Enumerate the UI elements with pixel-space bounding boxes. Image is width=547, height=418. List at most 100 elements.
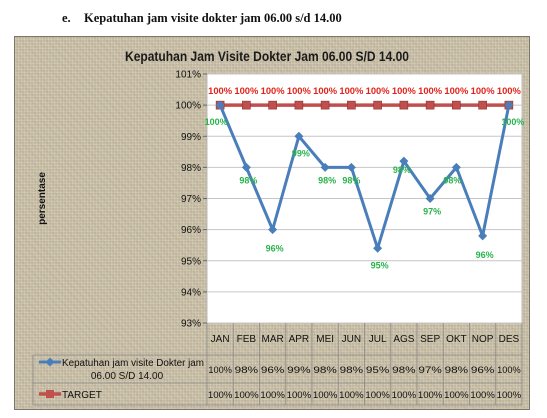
kepatuhan-data-label: 98%: [239, 175, 257, 185]
legend-key-marker-kepatuhan: [45, 357, 55, 367]
legend-label-target: TARGET: [62, 390, 102, 401]
x-category-label: SEP: [420, 334, 440, 345]
target-data-label: 100%: [471, 86, 495, 96]
kepatuhan-marker: [215, 100, 225, 110]
plot-area: 93% 94% 95% 96% 97% 98% 99% 100% 101% persentase 1…: [37, 70, 524, 330]
table-value-kepatuhan: 98%: [235, 365, 259, 376]
table-value-target: 100%: [418, 390, 443, 401]
target-marker: [242, 100, 251, 110]
table-value-target: 100%: [260, 390, 285, 401]
target-data-label: 100%: [313, 86, 337, 96]
kepatuhan-marker: [320, 162, 330, 172]
table-value-target: 100%: [313, 390, 338, 401]
target-marker: [425, 100, 435, 110]
table-value-target: 100%: [365, 390, 390, 401]
legend-key-marker-target: [46, 390, 54, 398]
legend-label-kepatuhan: 06.00 S/D 14.00: [91, 371, 164, 382]
target-marker: [268, 100, 277, 110]
target-data-label: 100%: [418, 86, 442, 96]
table-value-kepatuhan: 97%: [418, 365, 442, 376]
y-tick-label: 96%: [181, 225, 201, 236]
x-category-label: NOP: [472, 334, 494, 345]
y-axis-label: persentase: [37, 172, 48, 225]
section-title: Kepatuhan jam visite dokter jam 06.00 s/…: [84, 11, 342, 25]
x-category-label: MAR: [262, 334, 284, 345]
kepatuhan-data-label: 99%: [292, 148, 310, 158]
target-data-label: 100%: [234, 86, 258, 96]
x-category-label: OKT: [446, 334, 467, 345]
y-tick-label: 93%: [181, 319, 201, 330]
legend-label-kepatuhan: Kepatuhan jam visite Dokter jam: [62, 358, 204, 369]
kepatuhan-marker: [268, 225, 278, 235]
kepatuhan-marker: [504, 100, 514, 110]
kepatuhan-marker: [294, 131, 304, 141]
y-tick-label: 95%: [181, 256, 201, 267]
kepatuhan-marker: [478, 231, 488, 241]
target-marker: [347, 100, 356, 110]
table-value-kepatuhan: 98%: [392, 365, 416, 376]
x-category-label: FEB: [237, 334, 257, 345]
x-category-label: JUN: [342, 334, 361, 345]
target-marker: [478, 100, 487, 110]
kepatuhan-data-label: 96%: [266, 244, 284, 254]
y-tick-label: 100%: [175, 101, 201, 112]
kepatuhan-marker: [399, 156, 409, 166]
kepatuhan-data-label: 100%: [501, 117, 524, 127]
target-marker: [399, 100, 409, 110]
table-value-kepatuhan: 98%: [340, 365, 364, 376]
kepatuhan-data-label: 95%: [371, 260, 389, 270]
target-data-label: 100%: [208, 86, 232, 96]
x-category-label: MEI: [316, 334, 334, 345]
kepatuhan-data-label: 96%: [476, 250, 494, 260]
kepatuhan-data-label: 98%: [342, 175, 360, 185]
table-value-target: 100%: [339, 390, 364, 401]
table-value-kepatuhan: 95%: [366, 365, 390, 376]
x-category-label: DES: [499, 334, 520, 345]
kepatuhan-marker: [373, 243, 383, 253]
target-marker: [373, 100, 382, 110]
x-category-label: JUL: [369, 334, 387, 345]
kepatuhan-data-label: 100%: [205, 117, 228, 127]
series-line-kepatuhan: [218, 104, 511, 250]
target-marker: [294, 100, 304, 110]
kepatuhan-data-label: 98%: [393, 165, 411, 175]
y-tick-label: 94%: [181, 287, 201, 298]
y-tick-label: 99%: [181, 132, 201, 143]
table-value-kepatuhan: 96%: [261, 365, 285, 376]
chart-title: Kepatuhan Jam Visite Dokter Jam 06.00 S/…: [125, 48, 409, 64]
line-chart: Kepatuhan Jam Visite Dokter Jam 06.00 S/…: [32, 48, 524, 406]
table-value-kepatuhan: 98%: [313, 365, 337, 376]
target-marker: [452, 100, 461, 110]
kepatuhan-marker: [241, 162, 251, 172]
kepatuhan-data-label: 98%: [318, 175, 336, 185]
target-data-label: 100%: [444, 86, 468, 96]
target-data-label: 100%: [339, 86, 363, 96]
table-value-kepatuhan: 99%: [287, 365, 311, 376]
target-data-label: 100%: [287, 86, 311, 96]
table-value-kepatuhan: 98%: [445, 365, 469, 376]
x-category-label: APR: [289, 334, 310, 345]
target-data-label: 100%: [366, 86, 390, 96]
table-value-target: 100%: [392, 390, 417, 401]
kepatuhan-data-label: 98%: [443, 175, 461, 185]
chart-frame: Kepatuhan Jam Visite Dokter Jam 06.00 S/…: [14, 36, 530, 410]
kepatuhan-marker: [451, 162, 461, 172]
section-heading: e. Kepatuhan jam visite dokter jam 06.00 …: [62, 11, 342, 26]
target-data-label: 100%: [261, 86, 285, 96]
table-value-target: 100%: [470, 390, 495, 401]
table-value-kepatuhan: 100%: [497, 365, 521, 376]
kepatuhan-marker: [346, 162, 356, 172]
table-value-target: 100%: [444, 390, 469, 401]
x-category-label: JAN: [211, 334, 230, 345]
y-tick-label: 101%: [175, 70, 201, 81]
x-category-label: AGS: [393, 334, 414, 345]
target-marker: [320, 100, 330, 110]
section-number: e.: [62, 11, 71, 25]
target-data-label: 100%: [392, 86, 416, 96]
table-value-kepatuhan: 100%: [208, 365, 232, 376]
y-tick-label: 98%: [181, 163, 201, 174]
kepatuhan-marker: [425, 194, 435, 203]
target-data-label: 100%: [497, 86, 521, 96]
kepatuhan-data-label: 97%: [423, 207, 441, 217]
table-value-kepatuhan: 96%: [471, 365, 495, 376]
